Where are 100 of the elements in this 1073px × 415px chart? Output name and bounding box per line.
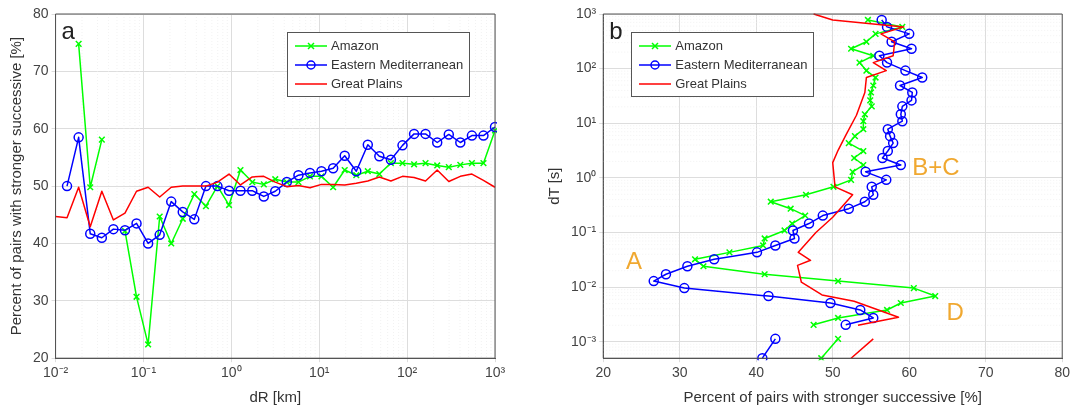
point	[751, 247, 763, 258]
point	[897, 101, 908, 112]
point	[165, 196, 177, 207]
legend-label: Amazon	[331, 37, 379, 55]
x-tick-label: 10¹	[309, 364, 330, 381]
point	[468, 159, 476, 167]
point	[73, 132, 84, 143]
point	[293, 169, 304, 181]
point	[840, 319, 851, 331]
point	[881, 57, 893, 68]
point	[882, 145, 894, 157]
point	[385, 154, 397, 165]
point	[679, 282, 690, 294]
point	[881, 174, 892, 186]
x-tick-label: 10²	[397, 364, 418, 381]
x-tick-label: 30	[671, 364, 688, 381]
point	[154, 229, 165, 241]
point	[142, 238, 154, 249]
point	[900, 65, 911, 76]
y-tick-label: 10⁻²	[571, 277, 597, 294]
point	[223, 185, 235, 196]
point	[895, 159, 907, 171]
point	[316, 165, 327, 177]
x-axis-title: Percent of pairs with stronger successive [%]	[683, 388, 982, 406]
x-tick-label: 60	[901, 364, 918, 381]
point	[770, 240, 781, 251]
point	[907, 87, 918, 98]
y-tick-label: 50	[32, 176, 49, 193]
point	[817, 210, 829, 221]
point	[179, 215, 187, 223]
point	[648, 275, 659, 287]
point	[894, 80, 906, 91]
point	[843, 203, 855, 214]
legend-label: Eastern Mediterranean	[331, 56, 464, 74]
point	[327, 163, 339, 174]
point	[906, 43, 917, 55]
point	[236, 166, 245, 174]
point	[339, 150, 350, 161]
point	[780, 226, 789, 235]
point	[851, 132, 859, 140]
point	[86, 183, 94, 191]
x-tick-label: 10⁰	[221, 364, 242, 381]
point	[763, 290, 774, 302]
annotation: D	[946, 298, 964, 326]
y-tick-label: 10⁰	[575, 168, 597, 185]
legend-label: Great Plains	[675, 75, 747, 93]
point	[834, 314, 842, 322]
legend-label: Great Plains	[331, 75, 403, 93]
point	[258, 191, 270, 202]
point	[351, 165, 362, 177]
legend-label: Eastern Mediterranean	[675, 56, 808, 74]
point	[864, 16, 872, 24]
point	[362, 139, 374, 151]
point	[398, 159, 407, 167]
x-tick-label: 20	[595, 364, 612, 381]
point	[443, 129, 455, 140]
annotation: a	[61, 16, 76, 44]
y-tick-label: 30	[32, 291, 49, 308]
point	[887, 137, 899, 149]
point	[131, 218, 142, 229]
point	[270, 186, 281, 197]
point	[874, 50, 885, 62]
point	[868, 312, 879, 324]
point	[682, 261, 693, 272]
point	[866, 181, 877, 193]
point	[225, 201, 233, 209]
point	[431, 137, 443, 148]
point	[897, 115, 908, 127]
x-tick-label: 70	[977, 364, 994, 381]
point	[408, 128, 420, 140]
point	[787, 205, 795, 213]
annotation: A	[625, 247, 642, 275]
point	[855, 304, 866, 316]
point	[789, 233, 800, 244]
point	[803, 218, 815, 229]
point	[397, 140, 408, 151]
point	[834, 277, 842, 285]
point	[374, 151, 385, 162]
point	[903, 28, 915, 40]
x-tick-label: 10³	[484, 364, 506, 381]
point	[466, 130, 478, 141]
point	[895, 109, 907, 120]
point	[859, 196, 871, 207]
y-axis-title: dT [s]	[545, 167, 563, 205]
legend-label: Amazon	[675, 37, 723, 55]
point	[304, 167, 316, 179]
point	[916, 72, 928, 83]
point	[177, 206, 189, 218]
y-tick-label: 10³	[576, 4, 597, 21]
x-tick-label: 80	[1054, 364, 1071, 381]
point	[767, 198, 775, 206]
point	[478, 130, 489, 141]
y-tick-label: 10¹	[576, 114, 597, 131]
point	[200, 180, 212, 192]
point	[884, 130, 896, 142]
point	[455, 137, 466, 148]
point	[862, 67, 870, 75]
point	[84, 228, 96, 239]
point	[886, 36, 897, 48]
y-axis-title: Percent of pairs with stronger successive [%]	[7, 36, 25, 336]
